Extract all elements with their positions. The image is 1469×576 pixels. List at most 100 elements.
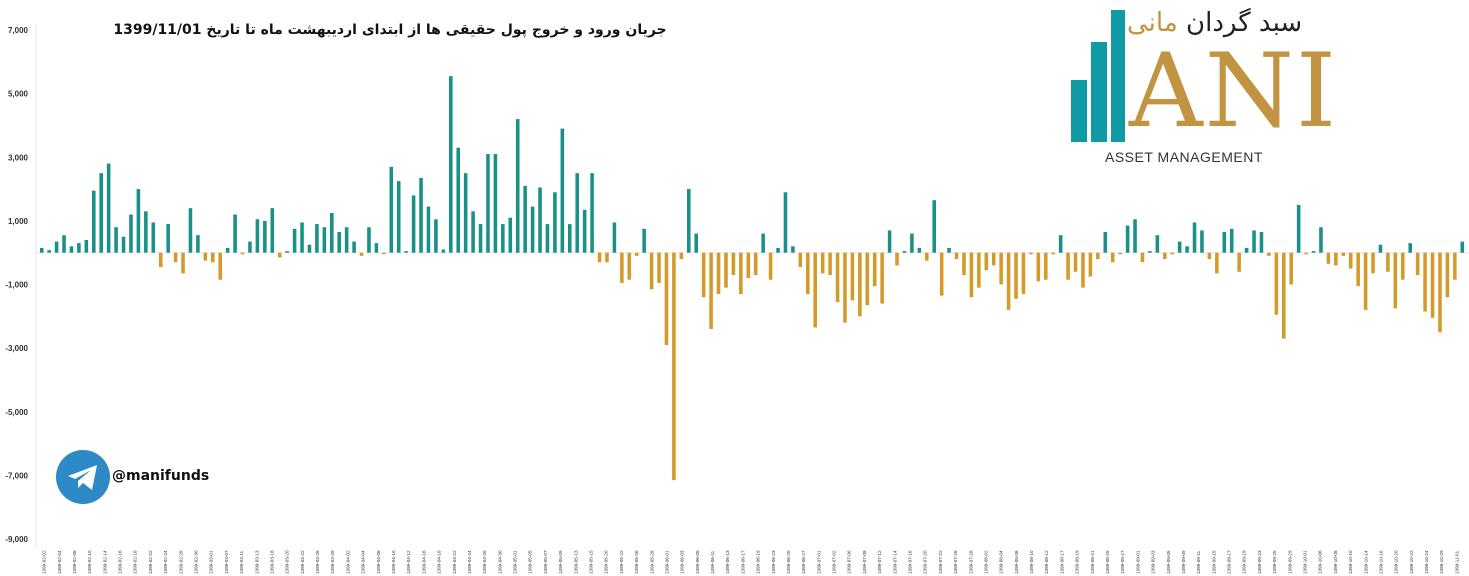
x-tick-label: 1399-09-25 <box>1272 550 1277 574</box>
bar <box>434 219 438 253</box>
x-tick-label: 1399-02-10 <box>87 550 92 574</box>
bar <box>642 228 646 253</box>
x-tick-label: 1399-06-03 <box>680 550 685 574</box>
x-tick-labels: 1399-02-02 1399-02-04 1399-02-08 1399-02-10… <box>42 550 1460 574</box>
bar <box>54 241 59 253</box>
telegram-handle[interactable]: @manifunds <box>112 468 210 484</box>
bar <box>1393 252 1398 309</box>
bar <box>144 211 148 253</box>
bar <box>1207 252 1212 260</box>
x-tick-label: 1399-02-28 <box>178 550 183 574</box>
bar <box>1401 252 1405 280</box>
y-tick-label: 3,000 <box>8 153 29 162</box>
bar <box>791 246 795 253</box>
x-tick-label: 1399-10-01 <box>1303 550 1308 574</box>
x-tick-label: 1399-09-19 <box>1242 550 1247 574</box>
bar <box>136 189 141 253</box>
bar <box>292 228 297 253</box>
bar <box>962 252 966 275</box>
bar <box>1289 252 1293 285</box>
x-tick-label: 1399-07-28 <box>968 550 973 574</box>
bar <box>575 173 579 253</box>
x-tick-label: 1399-06-17 <box>740 550 745 574</box>
x-tick-label: 1399-02-04 <box>57 550 62 574</box>
bar <box>612 222 617 253</box>
bar <box>872 252 877 287</box>
bar <box>605 252 609 263</box>
bar <box>121 236 126 253</box>
bar <box>850 252 855 301</box>
bar <box>1378 244 1383 253</box>
x-tick-label: 1399-03-28 <box>330 550 335 574</box>
bar <box>768 252 773 280</box>
x-tick-label: 1399-02-02 <box>42 550 47 574</box>
x-tick-label: 1399-05-26 <box>634 550 639 574</box>
x-tick-label: 1399-09-09 <box>1181 550 1186 574</box>
bar <box>456 147 460 253</box>
x-tick-label: 1399-09-01 <box>1135 550 1140 574</box>
x-tick-label: 1399-10-29 <box>1439 550 1444 574</box>
bar <box>530 206 535 253</box>
x-tick-label: 1399-04-16 <box>421 550 426 574</box>
bar <box>203 252 208 261</box>
x-tick-label: 1399-08-25 <box>1105 550 1110 574</box>
x-tick-label: 1399-03-20 <box>285 550 290 574</box>
bar <box>798 252 803 268</box>
x-tick-label: 1399-03-13 <box>254 550 259 574</box>
bar <box>880 252 884 304</box>
bar <box>1229 228 1234 253</box>
x-tick-label: 1399-02-24 <box>163 550 168 574</box>
bar <box>1177 241 1182 253</box>
bar <box>151 222 156 253</box>
bar <box>590 173 594 253</box>
bar <box>285 251 289 253</box>
x-tick-label: 1399-02-18 <box>133 550 138 574</box>
x-tick-label: 1399-05-09 <box>558 550 563 574</box>
bar <box>761 233 765 253</box>
bar <box>1408 243 1412 253</box>
x-tick-label: 1399-07-06 <box>847 550 852 574</box>
bar <box>404 251 408 253</box>
bar <box>1244 247 1249 253</box>
bar <box>1356 252 1360 287</box>
bar <box>158 252 163 268</box>
bar <box>225 247 230 253</box>
bar <box>724 252 728 288</box>
bar <box>99 173 103 253</box>
bar <box>568 224 572 253</box>
x-tick-label: 1399-04-18 <box>437 550 442 574</box>
bar <box>553 192 557 253</box>
bar <box>597 252 602 263</box>
x-tick-label: 1399-04-22 <box>452 550 457 574</box>
bar <box>843 252 847 323</box>
y-tick-label: 1,000 <box>8 217 29 226</box>
bar <box>835 252 840 302</box>
bar <box>1445 252 1450 298</box>
bar <box>486 154 490 253</box>
bar <box>39 247 44 253</box>
x-tick-label: 1399-09-15 <box>1211 550 1216 574</box>
x-tick-label: 1399-10-14 <box>1363 550 1368 574</box>
bar <box>471 211 475 253</box>
x-tick-label: 1399-09-29 <box>1287 550 1292 574</box>
x-tick-label: 1399-07-22 <box>938 550 943 574</box>
bar <box>129 214 133 253</box>
bar <box>1348 252 1353 269</box>
x-tick-label: 1399-02-16 <box>118 550 123 574</box>
x-tick-label: 1399-02-14 <box>102 550 107 574</box>
bar <box>173 252 178 263</box>
telegram-icon[interactable] <box>56 450 110 504</box>
x-tick-label: 1399-06-25 <box>786 550 791 574</box>
bar <box>1170 252 1174 255</box>
y-tick-label: -7,000 <box>5 471 28 480</box>
bar <box>1252 230 1256 253</box>
x-tick-label: 1399-05-07 <box>543 550 548 574</box>
bar <box>419 177 423 253</box>
bar <box>315 224 319 253</box>
bar <box>783 192 788 253</box>
x-tick-label: 1399-08-21 <box>1090 550 1095 574</box>
x-tick-label: 1399-05-15 <box>589 550 594 574</box>
bar <box>1066 252 1070 280</box>
logo-brand-letters: ANI <box>1129 32 1339 151</box>
bar <box>344 227 349 253</box>
